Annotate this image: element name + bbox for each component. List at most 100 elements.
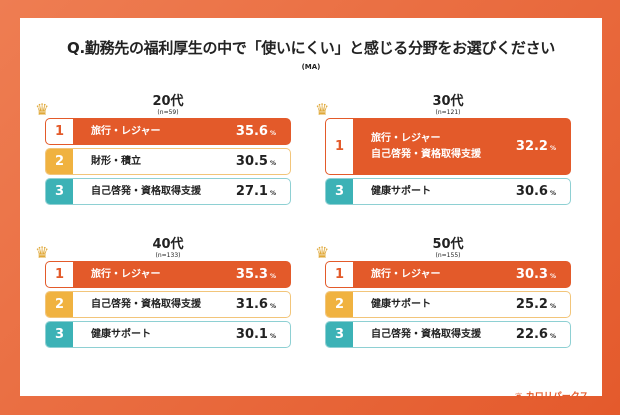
ranking-row: 3 健康サポート 30.1% bbox=[45, 321, 291, 348]
item-label: 健康サポート bbox=[353, 297, 516, 313]
rank-number: 1 bbox=[46, 119, 73, 144]
sample-size: (n=133) bbox=[155, 252, 181, 259]
percentage-value: 30.1 bbox=[235, 327, 268, 342]
item-label-text: 健康サポート bbox=[371, 298, 431, 310]
sample-size: (n=121) bbox=[435, 109, 461, 116]
ranking-row: 2 財形・積立 30.5% bbox=[45, 148, 291, 175]
rank-number: 3 bbox=[326, 322, 353, 347]
item-label-text: 財形・積立 bbox=[91, 155, 141, 167]
infographic-card: Q.勤務先の福利厚生の中で「使いにくい」と感じる分野をお選びください (MA) … bbox=[20, 18, 602, 402]
rank-number: 2 bbox=[46, 292, 73, 317]
item-label-text: 健康サポート bbox=[371, 185, 431, 197]
sample-size: (n=155) bbox=[435, 252, 461, 259]
percent-unit: % bbox=[549, 303, 556, 310]
age-panel: 30代 (n=121) ♛ 1 旅行・レジャー自己啓発・資格取得支援 32.2%… bbox=[315, 94, 571, 208]
age-panel: 50代 (n=155) ♛ 1 旅行・レジャー 30.3% 2 健康サポート 2… bbox=[315, 237, 571, 351]
percentage: 30.3% bbox=[516, 267, 570, 282]
item-label: 健康サポート bbox=[73, 327, 236, 343]
percent-unit: % bbox=[549, 190, 556, 197]
percentage-value: 35.6 bbox=[235, 124, 268, 139]
logo-icon: ❦ bbox=[515, 392, 526, 402]
ranking-row: 3 自己啓発・資格取得支援 27.1% bbox=[45, 178, 291, 205]
percent-unit: % bbox=[269, 303, 276, 310]
item-label-text: 自己啓発・資格取得支援 bbox=[91, 185, 201, 197]
brand-logo: ❦ カロリパークス bbox=[515, 389, 588, 402]
question-title: Q.勤務先の福利厚生の中で「使いにくい」と感じる分野をお選びください bbox=[67, 39, 555, 57]
age-heading: 40代 bbox=[152, 237, 184, 252]
ranking-row: 2 健康サポート 25.2% bbox=[325, 291, 571, 318]
ranking-row: 1 旅行・レジャー 35.6% bbox=[45, 118, 291, 145]
percent-unit: % bbox=[549, 145, 556, 152]
item-label: 旅行・レジャー bbox=[73, 267, 236, 283]
ranking-row: 1 旅行・レジャー 35.3% bbox=[45, 261, 291, 288]
percent-unit: % bbox=[269, 333, 276, 340]
percentage: 22.6% bbox=[516, 327, 570, 342]
multiple-answer-note: (MA) bbox=[301, 63, 321, 71]
age-heading: 30代 bbox=[432, 94, 464, 109]
percent-unit: % bbox=[269, 130, 276, 137]
item-label-text: 旅行・レジャー bbox=[371, 268, 441, 280]
item-label-text: 自己啓発・資格取得支援 bbox=[371, 328, 481, 340]
percent-unit: % bbox=[269, 273, 276, 280]
percentage: 31.6% bbox=[236, 297, 290, 312]
item-label-text: 健康サポート bbox=[91, 328, 151, 340]
percentage-value: 31.6 bbox=[235, 297, 268, 312]
item-label: 旅行・レジャー bbox=[353, 267, 516, 283]
percentage: 32.2% bbox=[516, 139, 570, 154]
item-label: 旅行・レジャー bbox=[73, 124, 236, 140]
rank-number: 2 bbox=[46, 149, 73, 174]
crown-icon: ♛ bbox=[35, 100, 50, 119]
ranking-row: 3 健康サポート 30.6% bbox=[325, 178, 571, 205]
percentage: 27.1% bbox=[236, 184, 290, 199]
item-label: 自己啓発・資格取得支援 bbox=[73, 184, 236, 200]
rank-number: 1 bbox=[46, 262, 73, 287]
rank-number: 1 bbox=[326, 262, 353, 287]
item-label-text: 旅行・レジャー bbox=[91, 125, 161, 137]
percentage: 30.1% bbox=[236, 327, 290, 342]
percentage-value: 30.6 bbox=[515, 184, 548, 199]
percentage: 35.3% bbox=[236, 267, 290, 282]
age-heading: 20代 bbox=[152, 94, 184, 109]
age-panel: 40代 (n=133) ♛ 1 旅行・レジャー 35.3% 2 自己啓発・資格取… bbox=[35, 237, 291, 351]
age-panel: 20代 (n=59) ♛ 1 旅行・レジャー 35.6% 2 財形・積立 30.… bbox=[35, 94, 291, 208]
rank-number: 3 bbox=[326, 179, 353, 204]
percentage-value: 27.1 bbox=[235, 184, 268, 199]
age-heading: 50代 bbox=[432, 237, 464, 252]
percentage: 30.5% bbox=[236, 154, 290, 169]
percent-unit: % bbox=[549, 333, 556, 340]
item-label: 旅行・レジャー自己啓発・資格取得支援 bbox=[353, 131, 516, 163]
percentage-value: 30.3 bbox=[515, 267, 548, 282]
percent-unit: % bbox=[549, 273, 556, 280]
percentage-value: 25.2 bbox=[515, 297, 548, 312]
percentage-value: 22.6 bbox=[515, 327, 548, 342]
rank-number: 3 bbox=[46, 179, 73, 204]
percent-unit: % bbox=[269, 160, 276, 167]
percentage-value: 30.5 bbox=[235, 154, 268, 169]
percentage-value: 35.3 bbox=[235, 267, 268, 282]
rank-number: 2 bbox=[326, 292, 353, 317]
item-label-text: 旅行・レジャー bbox=[91, 268, 161, 280]
percentage: 25.2% bbox=[516, 297, 570, 312]
item-label-text: 自己啓発・資格取得支援 bbox=[371, 148, 481, 160]
item-label: 自己啓発・資格取得支援 bbox=[353, 327, 516, 343]
percent-unit: % bbox=[269, 190, 276, 197]
item-label: 自己啓発・資格取得支援 bbox=[73, 297, 236, 313]
item-label-text: 旅行・レジャー bbox=[371, 132, 441, 144]
sample-size: (n=59) bbox=[157, 109, 179, 116]
percentage-value: 32.2 bbox=[515, 139, 548, 154]
item-label: 財形・積立 bbox=[73, 154, 236, 170]
percentage: 35.6% bbox=[236, 124, 290, 139]
item-label-text: 自己啓発・資格取得支援 bbox=[91, 298, 201, 310]
ranking-row: 1 旅行・レジャー自己啓発・資格取得支援 32.2% bbox=[325, 118, 571, 175]
logo-text: カロリパークス bbox=[525, 392, 589, 402]
rank-number: 1 bbox=[326, 119, 353, 174]
ranking-row: 3 自己啓発・資格取得支援 22.6% bbox=[325, 321, 571, 348]
ranking-row: 1 旅行・レジャー 30.3% bbox=[325, 261, 571, 288]
item-label: 健康サポート bbox=[353, 184, 516, 200]
crown-icon: ♛ bbox=[35, 243, 50, 262]
crown-icon: ♛ bbox=[315, 243, 330, 262]
rank-number: 3 bbox=[46, 322, 73, 347]
percentage: 30.6% bbox=[516, 184, 570, 199]
crown-icon: ♛ bbox=[315, 100, 330, 119]
ranking-row: 2 自己啓発・資格取得支援 31.6% bbox=[45, 291, 291, 318]
